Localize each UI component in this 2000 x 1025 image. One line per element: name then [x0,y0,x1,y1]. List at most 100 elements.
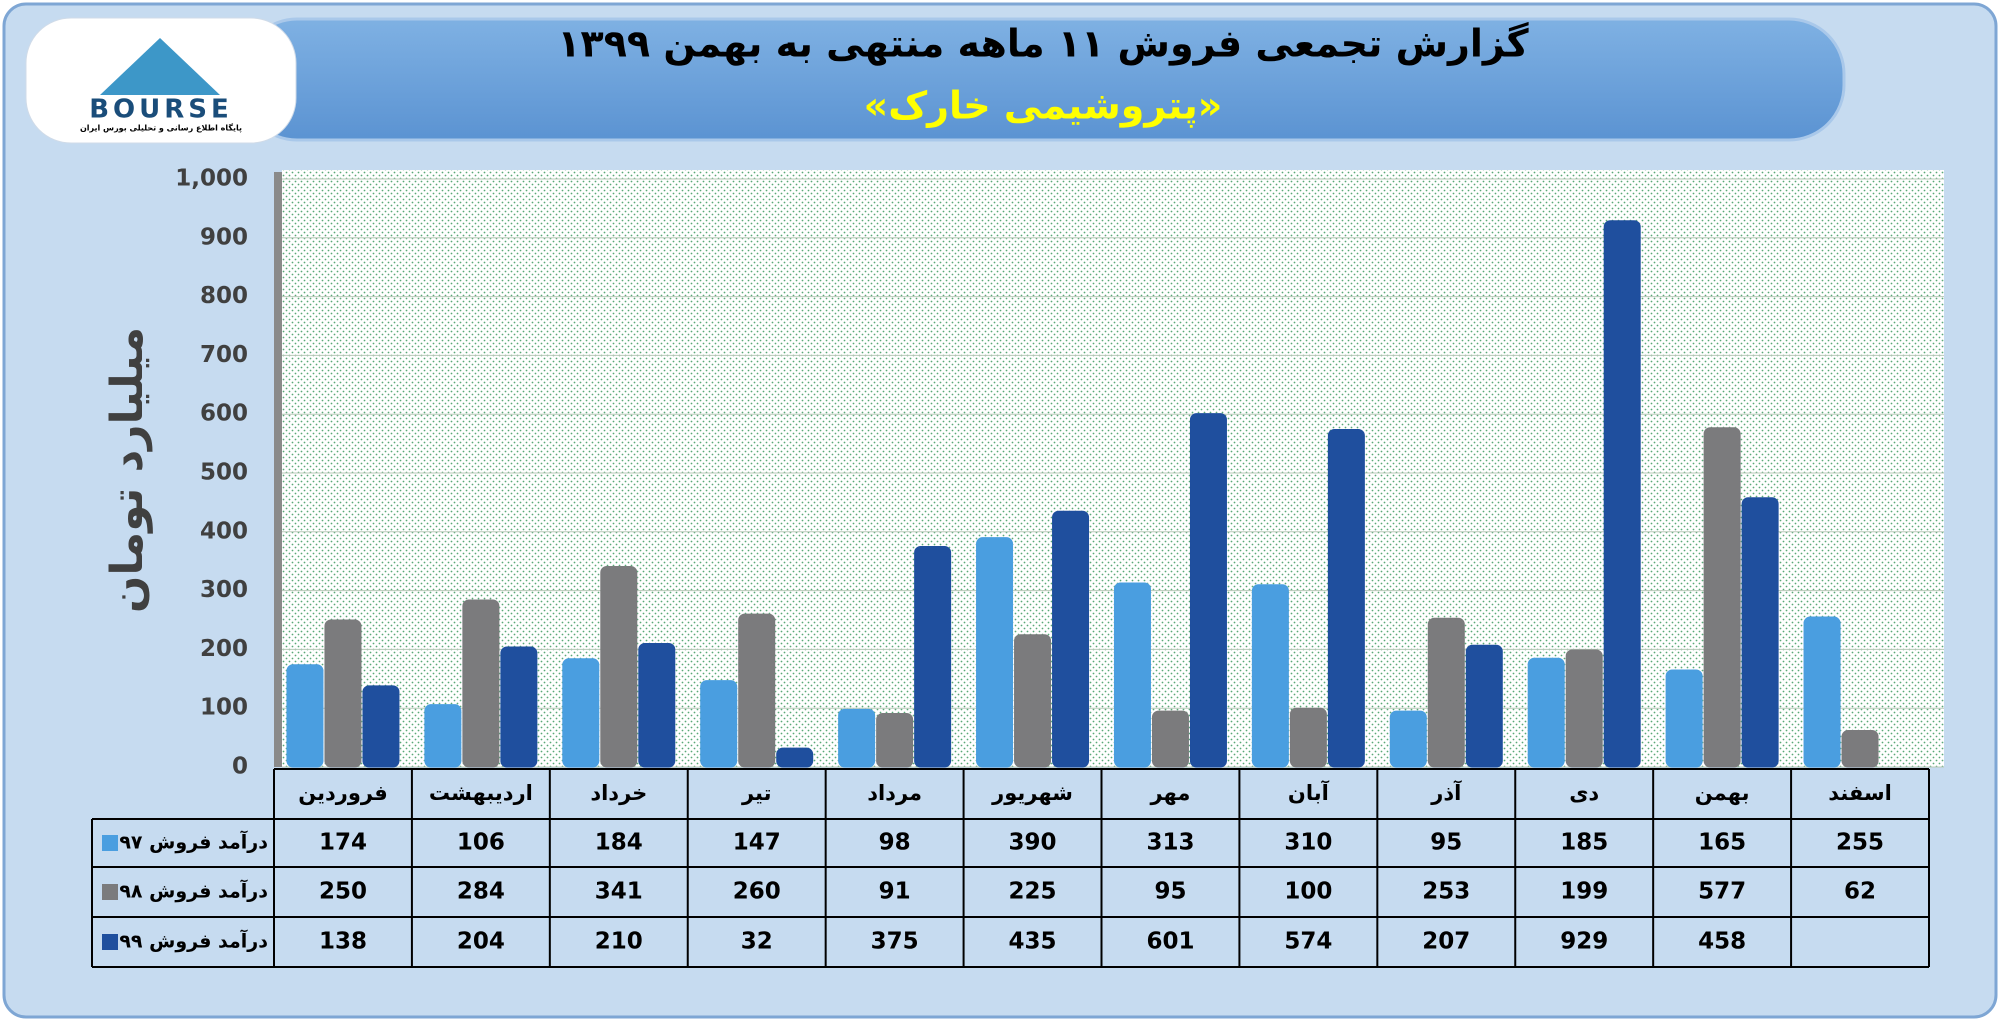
bar [638,643,676,768]
table-value: 210 [595,929,643,955]
table-value: 341 [595,879,643,905]
table-value: 95 [1154,879,1186,905]
bar [1052,510,1090,768]
table-value: 100 [1284,879,1332,905]
table-value: 185 [1560,830,1608,856]
x-tick-label: فروردین [298,781,388,805]
table-value: 310 [1284,830,1332,856]
x-tick-label: آبان [1288,780,1330,805]
chart-title: گزارش تجمعی فروش ۱۱ ماهه منتهی به بهمن ۱… [557,22,1529,67]
bar [1151,710,1189,768]
bar [914,546,952,768]
bar [700,680,738,768]
table-value: 574 [1284,929,1332,955]
legend-label: درآمد فروش ۹۸ [119,879,268,903]
bar [424,704,462,768]
table-value: 106 [457,830,505,856]
x-tick-label: مهر [1149,781,1190,805]
x-tick-label: خرداد [590,781,647,805]
table-value: 390 [1009,830,1057,856]
table-value: 929 [1560,929,1608,955]
table-value: 255 [1836,830,1884,856]
table-value: 601 [1146,929,1194,955]
y-tick-label: 100 [200,695,248,721]
bar [1665,669,1703,768]
y-tick-label: 1,000 [175,166,248,192]
bar [562,658,600,768]
x-tick-label: آذر [1430,780,1462,805]
y-tick-label: 800 [200,283,248,309]
table-value: 199 [1560,879,1608,905]
bar [776,747,814,768]
y-tick-label: 600 [200,401,248,427]
legend-swatch [102,835,118,851]
bar [1565,649,1603,768]
bar [462,599,500,768]
x-tick-label: دی [1569,781,1599,805]
table-value: 458 [1698,929,1746,955]
table-value: 98 [879,830,911,856]
legend-swatch [102,884,118,900]
x-tick-label: مرداد [867,781,922,805]
bar [1289,707,1327,768]
x-tick-label: تیر [741,781,772,805]
table-value: 95 [1430,830,1462,856]
legend-label: درآمد فروش ۹۷ [119,830,268,854]
table-value: 184 [595,830,643,856]
bar [286,664,324,768]
x-tick-label: شهریور [991,781,1073,805]
table-value: 253 [1422,879,1470,905]
y-tick-label: 400 [200,518,248,544]
y-tick-label: 0 [232,754,248,780]
bar [1603,220,1641,768]
table-value: 250 [319,879,367,905]
table-value: 204 [457,929,505,955]
bar [1389,710,1427,768]
bar [838,708,876,768]
bar [1741,497,1779,768]
table-value: 284 [457,879,505,905]
bar [1327,428,1365,768]
table-value: 32 [741,929,773,955]
table-value: 375 [871,929,919,955]
bar [1527,657,1565,768]
legend-swatch [102,934,118,950]
bar [1703,427,1741,768]
table-value: 91 [879,879,911,905]
y-axis-label: میلیارد تومان [102,327,153,613]
plot-area [282,170,1944,767]
bar [1803,616,1841,768]
bar [324,619,362,768]
logo-mark [100,38,220,95]
table-value: 62 [1844,879,1876,905]
x-tick-label: بهمن [1695,781,1750,805]
table-value: 313 [1146,830,1194,856]
bar [500,646,538,768]
logo-caption: پایگاه اطلاع رسانی و تحلیلی بورس ایران [80,123,242,134]
bar [1189,413,1227,768]
table-value: 138 [319,929,367,955]
x-tick-label: اردیبهشت [429,781,533,805]
y-tick-label: 300 [200,577,248,603]
bar [1465,644,1503,768]
bar [362,685,400,768]
y-tick-label: 700 [200,342,248,368]
bar [1251,584,1289,768]
table-value: 577 [1698,879,1746,905]
bar [1113,582,1151,768]
table-value: 207 [1422,929,1470,955]
table-value: 435 [1009,929,1057,955]
bar [1014,634,1052,768]
bar [1427,617,1465,768]
bar [876,712,914,768]
bar [738,613,776,768]
bar [600,565,638,768]
table-value: 225 [1009,879,1057,905]
x-tick-label: اسفند [1828,781,1892,805]
logo-name: BOURSE [89,95,233,125]
bar [976,537,1014,768]
table-value: 260 [733,879,781,905]
y-tick-label: 900 [200,224,248,250]
bar [1841,730,1879,768]
